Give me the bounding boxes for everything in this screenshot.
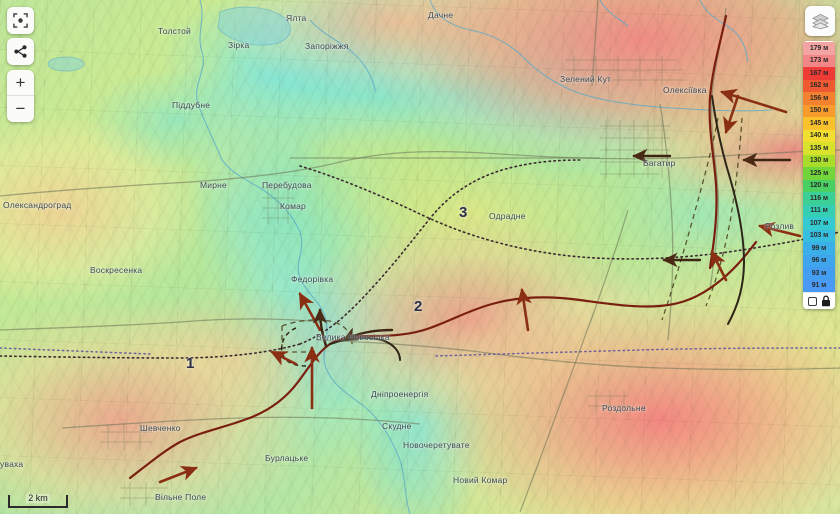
zoom-in-button[interactable]: + [7,70,34,96]
legend-entry: 125 м [803,167,835,180]
legend-visibility-checkbox[interactable] [807,296,817,306]
legend-entry-label: 96 м [811,257,827,265]
legend-entry-label: 130 м [809,157,829,165]
legend-entry-label: 150 м [809,107,829,115]
arrow-west-oleksiivka [720,88,788,114]
lock-icon[interactable] [821,295,831,307]
share-icon [14,45,27,58]
elevation-legend[interactable]: 179 м 173 м 167 м 162 м 156 м 150 м 145 м 140 м… [803,41,835,309]
legend-entry: 150 м [803,104,835,117]
legend-entry: 145 м [803,117,835,130]
legend-entry: 111 м [803,204,835,217]
legend-entry: 91 м [803,279,835,292]
legend-entry-label: 156 м [809,94,829,102]
legend-entry: 130 м [803,154,835,167]
locate-button[interactable] [7,7,34,34]
share-button[interactable] [7,38,34,65]
scale-bar: 2 km [8,493,68,508]
scale-bar-label: 2 km [26,493,50,503]
zoom-out-button[interactable]: − [15,99,26,118]
legend-entry-label: 167 м [809,69,829,77]
legend-footer[interactable] [803,292,835,309]
zoom-controls[interactable]: + − [7,70,34,122]
arrow-north-center [516,287,532,332]
legend-entry: 162 м [803,79,835,92]
dotted-boundary-violet [0,347,840,357]
legend-entry-label: 99 м [811,244,827,252]
legend-entry: 99 м [803,242,835,255]
legend-entry: 120 м [803,179,835,192]
arrow-west-rozlyv [757,221,802,238]
layers-icon [811,13,829,29]
locate-icon [13,13,28,28]
arrow-north-inner [312,308,328,348]
advance-arrows [158,88,802,484]
legend-entry: 107 м [803,217,835,230]
legend-entry-label: 111 м [810,207,828,215]
legend-entry: 167 м [803,67,835,80]
legend-entry-label: 120 м [809,182,829,190]
legend-entry-label: 125 м [809,169,829,177]
legend-entry-label: 103 м [809,232,829,240]
legend-entry-label: 135 м [809,144,829,152]
legend-entry-label: 145 м [809,119,829,127]
legend-entry-label: 140 м [809,132,829,140]
water-body [47,6,291,72]
legend-entry: 103 м [803,229,835,242]
arrow-south-oleksiivka [723,94,740,134]
front-line [128,14,758,480]
arrow-northwest-fedorivka [298,292,322,332]
arrow-east-vilne-pole [158,466,198,484]
arrow-north-rozlyv [710,250,728,282]
legend-entry: 93 м [803,267,835,280]
river-network [196,0,773,514]
legend-entry-label: 93 м [811,269,827,277]
legend-entry-label: 116 м [810,194,828,202]
layers-button[interactable] [805,6,835,36]
legend-entry-label: 107 м [809,219,829,227]
legend-scale: 179 м 173 м 167 м 162 м 156 м 150 м 145 м 140 м… [803,42,835,292]
legend-entry: 140 м [803,129,835,142]
legend-entry-label: 179 м [809,44,829,52]
legend-entry-label: 162 м [809,82,829,90]
legend-entry: 96 м [803,254,835,267]
legend-entry: 135 м [803,142,835,155]
dotted-boundary-line [0,159,840,359]
legend-entry: 179 м [803,42,835,55]
maneuver-hook-lines [329,95,746,361]
legend-entry: 116 м [803,192,835,205]
legend-entry-label: 173 м [809,57,829,65]
maneuver-arrows [312,148,792,348]
arrow-west-velyka [270,350,298,366]
legend-entry: 173 м [803,54,835,67]
legend-entry: 156 м [803,92,835,105]
legend-entry-label: 91 м [811,282,827,290]
